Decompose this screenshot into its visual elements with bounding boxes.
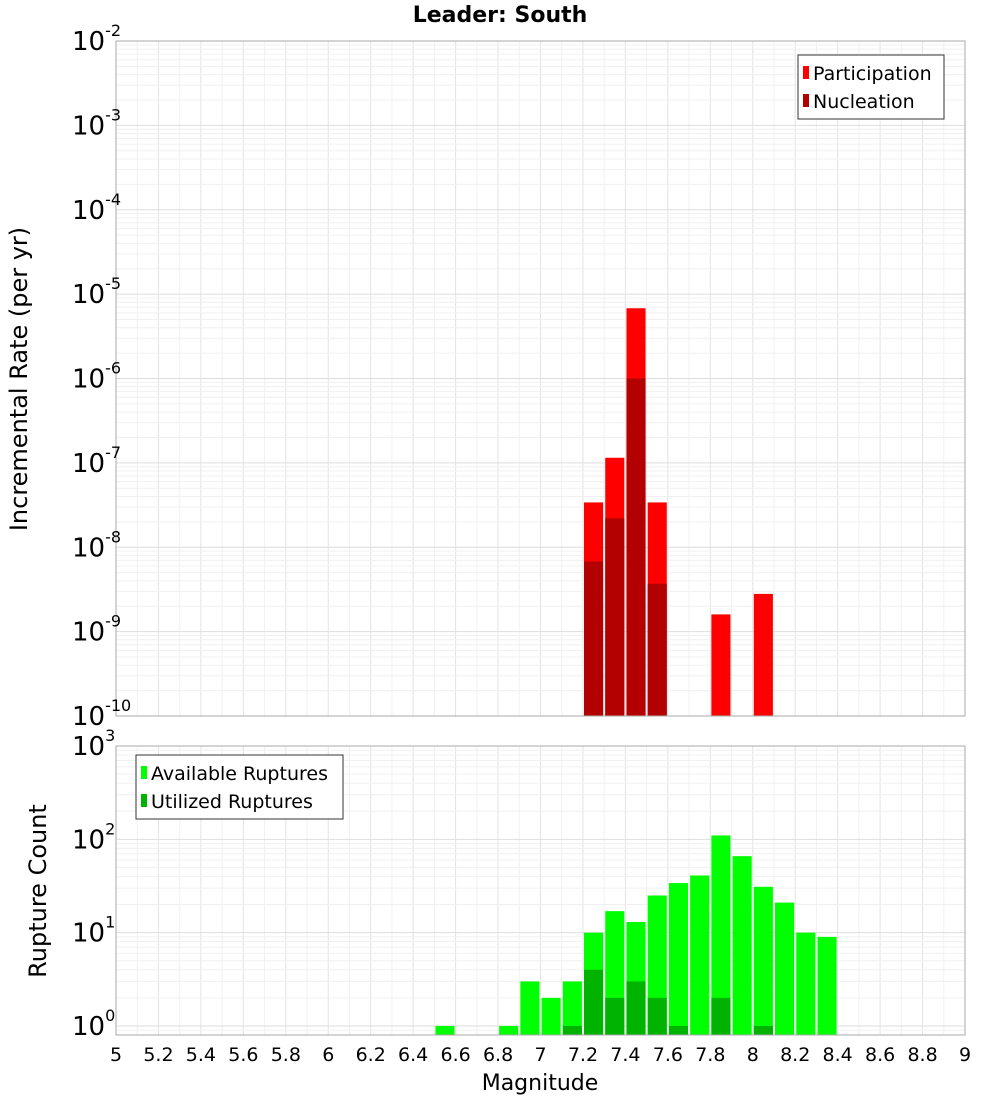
x-tick-label: 8 <box>747 1044 759 1066</box>
bar-available-ruptures <box>711 835 731 1035</box>
x-ticks: 5 5.2 5.4 5.6 5.8 6 6.2 6.4 6.6 6.8 7 7.2 7.4 7.6 7.8 8… <box>110 1044 971 1066</box>
x-tick-label: 7.4 <box>610 1044 640 1066</box>
chart-title: Leader: South <box>413 3 588 28</box>
x-tick-label: 8.8 <box>907 1044 937 1066</box>
x-tick-label: 6.4 <box>398 1044 428 1066</box>
y-tick-label: 10-9 <box>72 612 121 648</box>
bar-available-ruptures <box>435 1025 455 1035</box>
top-panel: 10-10 10-9 10-8 10-7 10-6 10-5 10-4 10-3 10-2 In… <box>5 21 966 732</box>
x-tick-label: 9 <box>959 1044 971 1066</box>
x-tick-label: 5 <box>110 1044 122 1066</box>
top-y-axis-label: Incremental Rate (per yr) <box>5 227 33 531</box>
legend-label: Participation <box>813 63 932 85</box>
bar-utilized-ruptures <box>711 997 731 1035</box>
x-tick-label: 6.2 <box>356 1044 386 1066</box>
bar-nucleation <box>605 518 625 716</box>
x-tick-label: 5.6 <box>228 1044 258 1066</box>
legend-box <box>797 54 945 120</box>
bar-available-ruptures <box>732 856 752 1035</box>
legend-swatch <box>803 94 809 107</box>
legend-box <box>135 754 344 820</box>
bar-utilized-ruptures <box>605 997 625 1035</box>
x-tick-label: 5.4 <box>186 1044 216 1066</box>
bar-utilized-ruptures <box>668 1025 689 1035</box>
bottom-y-axis-label: Rupture Count <box>24 804 52 978</box>
y-tick-label: 10-8 <box>72 527 121 563</box>
legend-swatch <box>803 66 809 79</box>
bar-utilized-ruptures <box>647 997 667 1035</box>
bar-available-ruptures <box>753 886 773 1035</box>
x-tick-label: 5.8 <box>271 1044 301 1066</box>
legend-label: Nucleation <box>813 91 915 113</box>
y-tick-label: 10-3 <box>72 105 121 141</box>
y-tick-label: 10-10 <box>72 696 131 732</box>
x-tick-label: 7.8 <box>695 1044 725 1066</box>
bar-available-ruptures <box>796 932 816 1035</box>
bar-nucleation <box>626 378 646 716</box>
bar-utilized-ruptures <box>562 1025 582 1035</box>
y-tick-label: 10-2 <box>72 21 121 57</box>
y-tick-label: 102 <box>72 819 115 855</box>
y-tick-label: 103 <box>72 726 115 762</box>
bar-available-ruptures <box>562 981 582 1035</box>
legend-label: Available Ruptures <box>151 763 328 785</box>
x-tick-label: 8.2 <box>780 1044 810 1066</box>
bar-utilized-ruptures <box>626 981 646 1035</box>
bar-nucleation <box>647 583 667 716</box>
bar-available-ruptures <box>775 902 795 1035</box>
y-tick-label: 10-7 <box>72 443 121 479</box>
bar-participation <box>753 593 773 716</box>
y-tick-label: 100 <box>72 1006 115 1042</box>
x-tick-label: 7.6 <box>653 1044 683 1066</box>
bar-available-ruptures <box>690 875 710 1035</box>
x-axis-label: Magnitude <box>482 1071 599 1096</box>
bar-utilized-ruptures <box>584 969 604 1035</box>
top-y-ticks: 10-10 10-9 10-8 10-7 10-6 10-5 10-4 10-3 10-2 <box>72 21 131 732</box>
bottom-y-ticks: 100 101 102 103 <box>72 726 115 1042</box>
y-tick-label: 10-5 <box>72 274 121 310</box>
bar-available-ruptures <box>668 883 689 1035</box>
y-tick-label: 10-6 <box>72 359 121 395</box>
bottom-legend: Available Ruptures Utilized Ruptures <box>135 754 344 820</box>
bottom-bars <box>435 835 837 1035</box>
legend-label: Utilized Ruptures <box>151 791 313 813</box>
x-tick-label: 6.6 <box>440 1044 470 1066</box>
top-bars <box>584 308 773 716</box>
x-tick-label: 5.2 <box>143 1044 173 1066</box>
legend-swatch <box>141 766 147 779</box>
top-plot-border <box>115 40 966 717</box>
top-legend: Participation Nucleation <box>797 54 945 120</box>
bottom-plot-border <box>115 745 966 1036</box>
bar-participation <box>711 614 731 716</box>
x-tick-label: 7 <box>534 1044 546 1066</box>
x-tick-label: 8.4 <box>823 1044 853 1066</box>
bar-available-ruptures <box>541 997 561 1035</box>
legend-swatch <box>141 794 147 807</box>
bar-available-ruptures <box>520 981 540 1035</box>
bottom-panel: 100 101 102 103 5 5.2 5.4 5.6 5.8 6 6.2 6.4 6.6 6.8 7… <box>24 726 971 1096</box>
x-tick-label: 8.6 <box>865 1044 895 1066</box>
y-tick-label: 101 <box>72 913 115 949</box>
bar-available-ruptures <box>499 1025 519 1035</box>
top-gridlines <box>115 40 966 717</box>
x-tick-label: 7.2 <box>568 1044 598 1066</box>
bar-utilized-ruptures <box>753 1025 773 1035</box>
x-tick-label: 6.8 <box>483 1044 513 1066</box>
bar-nucleation <box>584 561 604 716</box>
y-tick-label: 10-4 <box>72 190 121 226</box>
bar-available-ruptures <box>817 936 837 1035</box>
x-tick-label: 6 <box>322 1044 334 1066</box>
